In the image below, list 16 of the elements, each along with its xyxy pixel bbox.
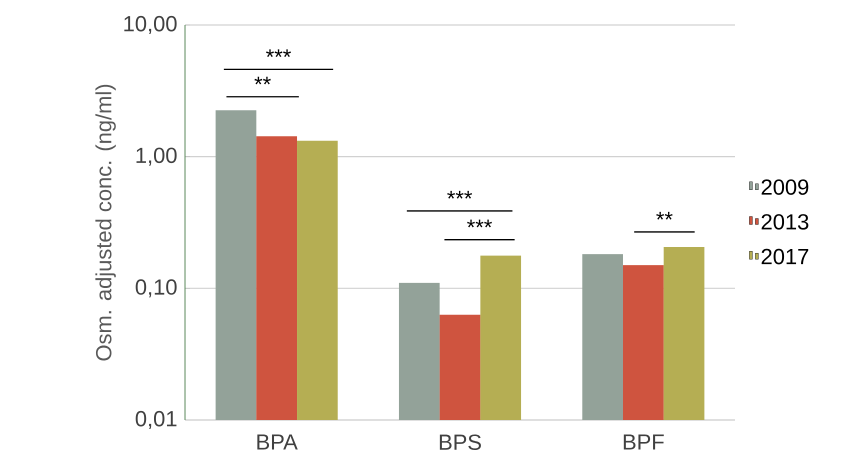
- y-tick-label: 0,10: [136, 279, 177, 298]
- annotation: ***: [467, 220, 492, 228]
- y-axis-title: Osm. adjusted conc. (ng/ml): [95, 84, 116, 361]
- x-tick-label: BPS: [440, 434, 481, 450]
- legend-label: 2009: [762, 179, 808, 195]
- y-tick-label: 10,00: [124, 16, 177, 34]
- annotation: **: [656, 212, 673, 220]
- annotation: ***: [266, 49, 291, 58]
- y-tick-label: 1,00: [136, 148, 177, 166]
- annotation: **: [254, 76, 271, 84]
- annotation: ***: [447, 190, 472, 199]
- x-tick-label: BPA: [257, 434, 298, 450]
- y-tick-label: 0,01: [136, 410, 176, 430]
- legend-label: 2017: [762, 248, 808, 264]
- legend-label: 2013: [762, 214, 808, 230]
- x-tick-label: BPF: [624, 434, 664, 450]
